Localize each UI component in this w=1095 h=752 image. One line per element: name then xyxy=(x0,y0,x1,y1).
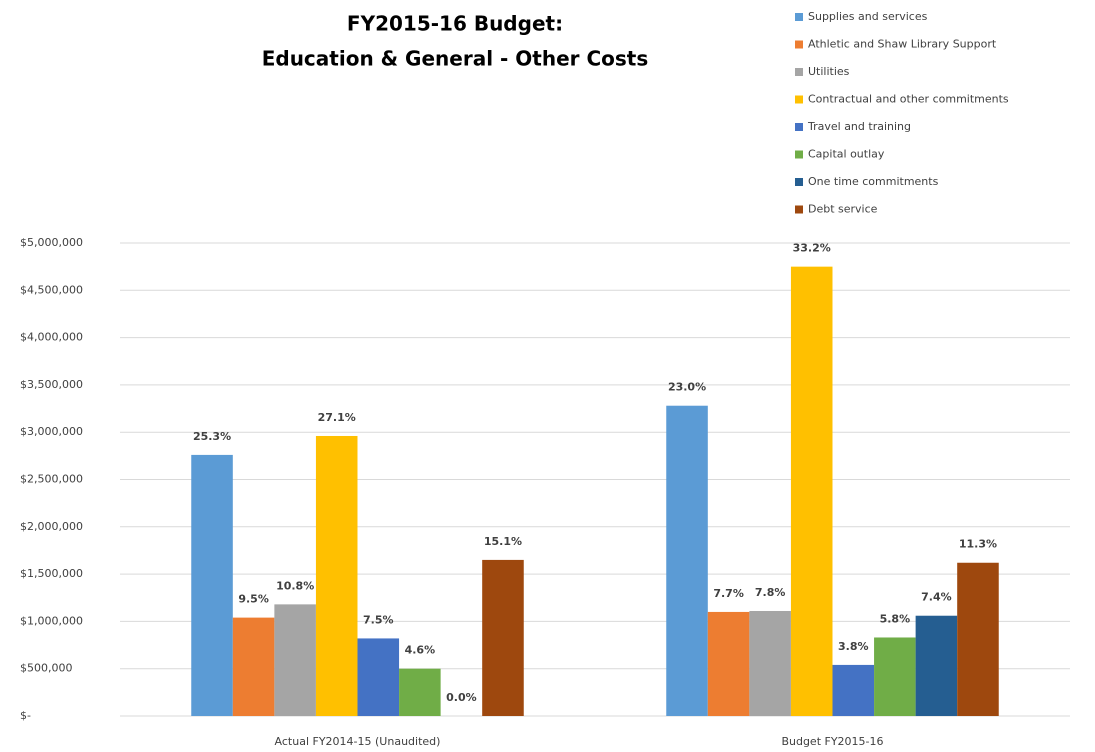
bar xyxy=(191,454,233,716)
data-label: 7.7% xyxy=(713,587,744,600)
legend-label: Capital outlay xyxy=(808,148,885,161)
bar xyxy=(707,611,750,716)
legend-label: Athletic and Shaw Library Support xyxy=(808,38,997,51)
data-label: 15.1% xyxy=(484,535,522,548)
y-tick-label: $1,000,000 xyxy=(20,614,83,627)
y-tick-label: $2,000,000 xyxy=(20,520,83,533)
bar xyxy=(399,668,441,716)
y-tick-label: $500,000 xyxy=(20,662,73,675)
data-label: 3.8% xyxy=(838,640,869,653)
data-label: 5.8% xyxy=(880,612,911,625)
bar xyxy=(874,637,916,716)
bar xyxy=(315,435,358,716)
x-tick-label: Budget FY2015-16 xyxy=(781,735,883,748)
bar xyxy=(666,405,708,716)
x-tick-label: Actual FY2014-15 (Unaudited) xyxy=(275,735,441,748)
y-tick-label: $2,500,000 xyxy=(20,473,83,486)
bar xyxy=(274,604,316,716)
y-tick-label: $5,000,000 xyxy=(20,236,83,249)
legend-label: Travel and training xyxy=(807,120,911,133)
legend-label: Contractual and other commitments xyxy=(808,93,1009,106)
bar xyxy=(357,638,400,716)
legend-swatch xyxy=(795,150,803,159)
data-label: 4.6% xyxy=(405,644,436,657)
bar xyxy=(482,559,524,716)
bar xyxy=(915,615,958,716)
y-tick-label: $- xyxy=(20,709,31,722)
chart-title: Education & General - Other Costs xyxy=(262,47,649,71)
legend-label: Supplies and services xyxy=(808,10,928,23)
bar xyxy=(832,664,875,716)
data-label: 27.1% xyxy=(318,411,356,424)
y-tick-label: $3,000,000 xyxy=(20,425,83,438)
data-label: 23.0% xyxy=(668,381,706,394)
data-label: 33.2% xyxy=(793,242,831,255)
legend-label: One time commitments xyxy=(808,175,939,188)
bar xyxy=(232,617,275,716)
y-tick-label: $4,000,000 xyxy=(20,331,83,344)
data-label: 7.8% xyxy=(755,586,786,599)
bar xyxy=(957,562,999,716)
data-label: 11.3% xyxy=(959,538,997,551)
data-label: 10.8% xyxy=(276,579,314,592)
chart-title: FY2015-16 Budget: xyxy=(347,12,563,36)
legend-label: Debt service xyxy=(808,203,878,216)
data-label: 0.0% xyxy=(446,691,477,704)
y-tick-label: $4,500,000 xyxy=(20,283,83,296)
legend-swatch xyxy=(795,13,803,21)
legend-label: Utilities xyxy=(808,65,850,78)
y-tick-label: $1,500,000 xyxy=(20,567,83,580)
legend-swatch xyxy=(795,40,803,49)
legend-swatch xyxy=(795,205,803,214)
data-label: 25.3% xyxy=(193,430,231,443)
legend-swatch xyxy=(795,123,803,131)
legend-swatch xyxy=(795,95,803,104)
legend-swatch xyxy=(795,178,803,186)
y-tick-label: $3,500,000 xyxy=(20,378,83,391)
data-label: 7.5% xyxy=(363,613,394,626)
bar xyxy=(749,610,791,716)
data-label: 9.5% xyxy=(238,593,269,606)
legend-swatch xyxy=(795,68,803,76)
data-label: 7.4% xyxy=(921,591,952,604)
bar xyxy=(790,266,833,716)
